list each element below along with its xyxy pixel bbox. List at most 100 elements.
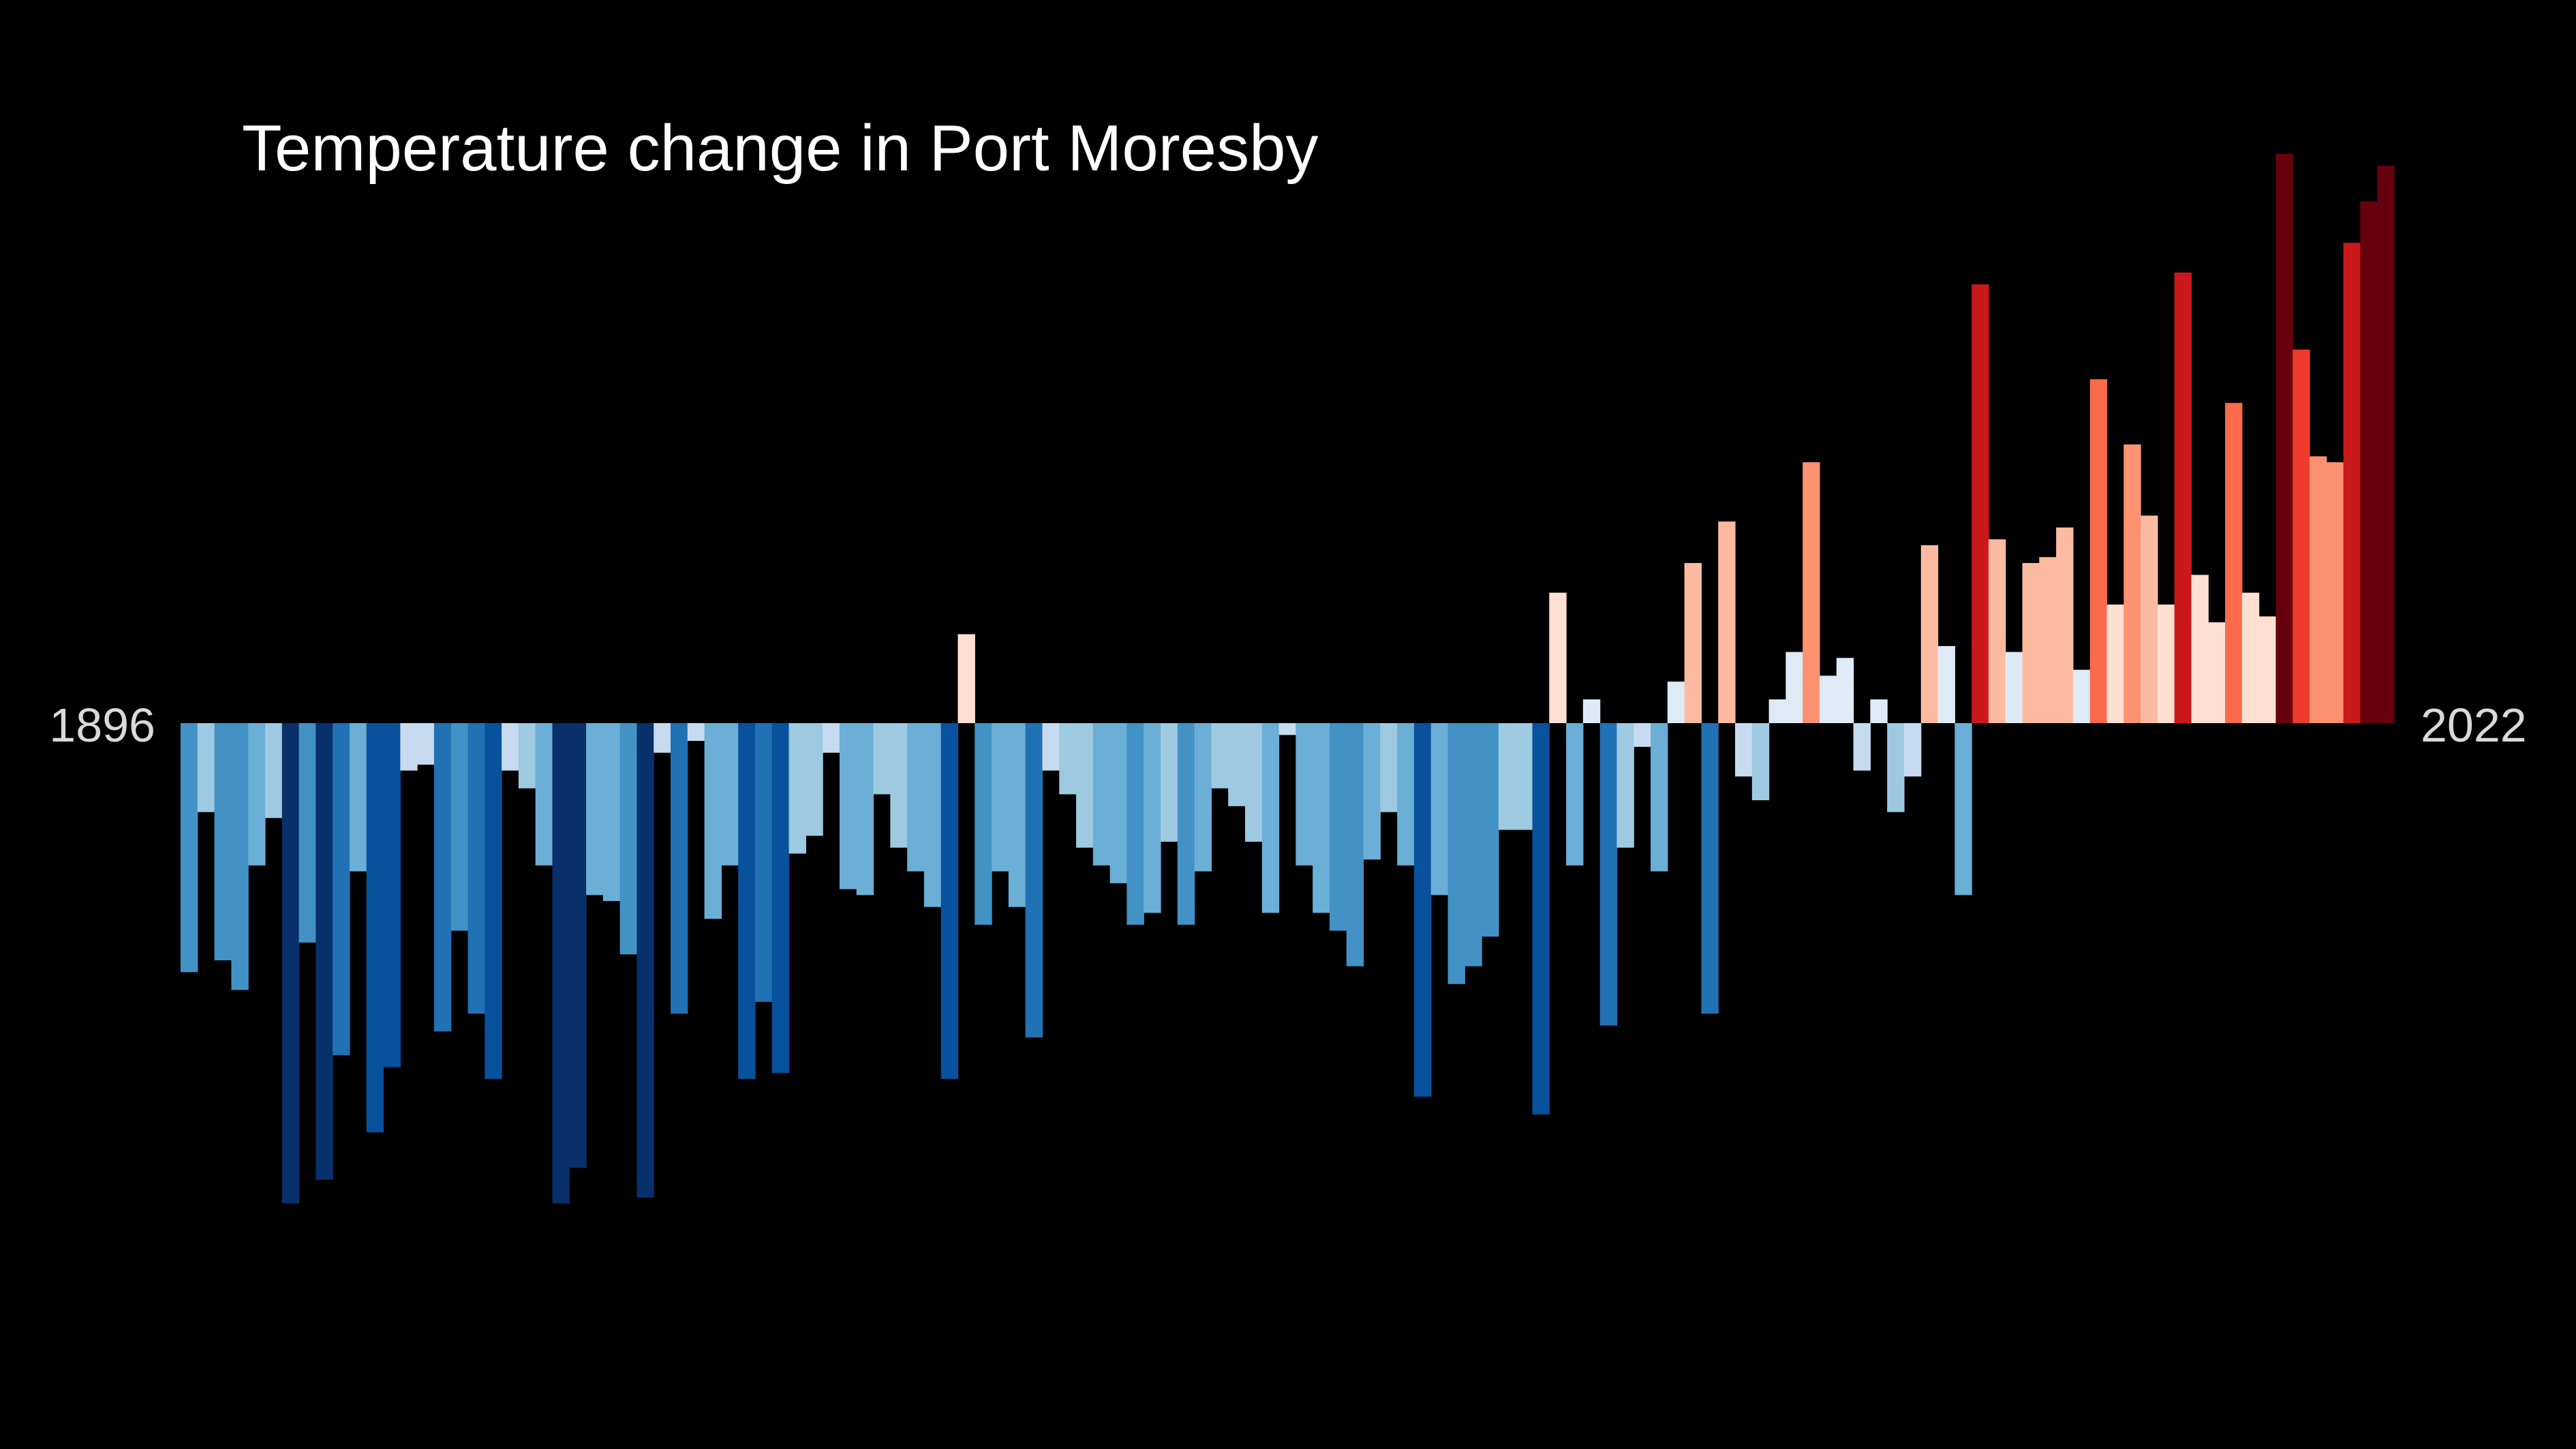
bar-1996 bbox=[1870, 699, 1888, 723]
bar-1945 bbox=[1008, 723, 1026, 907]
bar-1952 bbox=[1126, 723, 1144, 925]
bar-2009 bbox=[2089, 379, 2108, 723]
bar-1904 bbox=[316, 723, 333, 1180]
bar-1914 bbox=[485, 723, 502, 1079]
bar-1974 bbox=[1498, 723, 1516, 830]
bar-1981 bbox=[1616, 723, 1634, 848]
bar-1946 bbox=[1025, 723, 1043, 1038]
bar-2018 bbox=[2241, 592, 2260, 723]
chart-title: Temperature change in Port Moresby bbox=[242, 112, 1318, 185]
bar-1902 bbox=[281, 723, 300, 1204]
bar-1999 bbox=[1920, 545, 1939, 723]
bar-1995 bbox=[1853, 723, 1871, 771]
bar-1997 bbox=[1887, 723, 1905, 812]
bar-1941 bbox=[940, 723, 959, 1079]
bar-1983 bbox=[1651, 723, 1668, 872]
bar-1965 bbox=[1346, 723, 1364, 966]
bar-1967 bbox=[1380, 723, 1398, 812]
bar-1906 bbox=[349, 723, 367, 872]
bars-group bbox=[181, 153, 2395, 1204]
bar-1963 bbox=[1313, 723, 1330, 913]
bar-1980 bbox=[1599, 723, 1618, 1026]
bar-1998 bbox=[1903, 723, 1922, 777]
bar-2016 bbox=[2208, 622, 2226, 723]
bar-1971 bbox=[1447, 723, 1465, 984]
bar-2019 bbox=[2258, 616, 2277, 723]
bar-1991 bbox=[1785, 652, 1803, 723]
bar-1910 bbox=[417, 723, 435, 765]
bar-1990 bbox=[1768, 699, 1787, 723]
bar-1918 bbox=[552, 723, 570, 1204]
start-year-label: 1896 bbox=[49, 699, 155, 752]
bar-2004 bbox=[2005, 652, 2023, 723]
bar-1982 bbox=[1634, 723, 1651, 747]
bar-1936 bbox=[856, 723, 874, 896]
bar-1968 bbox=[1397, 723, 1415, 866]
bar-1969 bbox=[1413, 723, 1432, 1097]
bar-1913 bbox=[467, 723, 485, 1014]
bar-1987 bbox=[1718, 521, 1736, 723]
bar-1925 bbox=[671, 723, 688, 1014]
bar-1911 bbox=[433, 723, 452, 1032]
bar-1970 bbox=[1430, 723, 1449, 896]
bar-2011 bbox=[2123, 444, 2141, 723]
bar-1923 bbox=[637, 723, 654, 1198]
bar-1950 bbox=[1092, 723, 1111, 866]
bar-2003 bbox=[1988, 539, 2006, 723]
bar-2020 bbox=[2275, 153, 2293, 724]
bar-2013 bbox=[2157, 605, 2175, 723]
bar-1958 bbox=[1228, 723, 1246, 806]
bar-1931 bbox=[771, 723, 790, 1073]
bar-2017 bbox=[2225, 403, 2243, 723]
bar-1934 bbox=[823, 723, 840, 753]
bar-1973 bbox=[1482, 723, 1499, 937]
bar-1986 bbox=[1701, 723, 1719, 1014]
bar-1943 bbox=[975, 723, 992, 925]
bar-1951 bbox=[1109, 723, 1128, 883]
bar-1930 bbox=[754, 723, 773, 1002]
bar-1907 bbox=[366, 723, 384, 1133]
bar-1989 bbox=[1751, 723, 1770, 801]
bar-2014 bbox=[2174, 272, 2192, 723]
bar-1978 bbox=[1566, 723, 1584, 866]
bar-1942 bbox=[957, 634, 975, 723]
bar-1901 bbox=[264, 723, 283, 819]
bar-2015 bbox=[2191, 575, 2209, 723]
bar-1935 bbox=[839, 723, 857, 889]
bar-1897 bbox=[197, 723, 215, 812]
bar-1957 bbox=[1211, 723, 1229, 789]
bar-1972 bbox=[1465, 723, 1482, 966]
bar-1919 bbox=[569, 723, 587, 1168]
bar-1939 bbox=[907, 723, 925, 872]
bar-1961 bbox=[1278, 723, 1296, 735]
bar-1956 bbox=[1194, 723, 1212, 872]
bar-1993 bbox=[1820, 675, 1837, 723]
bar-1953 bbox=[1144, 723, 1161, 913]
bar-1928 bbox=[721, 723, 739, 866]
bar-1921 bbox=[602, 723, 621, 901]
bar-1954 bbox=[1161, 723, 1178, 842]
bar-1975 bbox=[1515, 723, 1533, 830]
bar-1949 bbox=[1076, 723, 1094, 848]
bar-2022 bbox=[2310, 456, 2327, 723]
bar-1916 bbox=[518, 723, 536, 789]
bar-1898 bbox=[214, 723, 232, 960]
bar-2024 bbox=[2343, 243, 2361, 723]
bar-1955 bbox=[1177, 723, 1195, 925]
bar-1917 bbox=[535, 723, 553, 866]
bar-1920 bbox=[586, 723, 604, 896]
bar-1937 bbox=[873, 723, 891, 795]
bar-2006 bbox=[2039, 557, 2057, 723]
bar-1933 bbox=[806, 723, 823, 836]
bar-1994 bbox=[1836, 658, 1854, 723]
bar-1940 bbox=[923, 723, 942, 907]
bar-1964 bbox=[1329, 723, 1347, 931]
bar-1960 bbox=[1261, 723, 1280, 913]
bar-1959 bbox=[1245, 723, 1263, 842]
bar-1992 bbox=[1803, 462, 1820, 723]
bar-1903 bbox=[298, 723, 316, 943]
bar-1938 bbox=[890, 723, 908, 848]
bar-1976 bbox=[1532, 723, 1550, 1115]
bar-2005 bbox=[2022, 563, 2040, 723]
